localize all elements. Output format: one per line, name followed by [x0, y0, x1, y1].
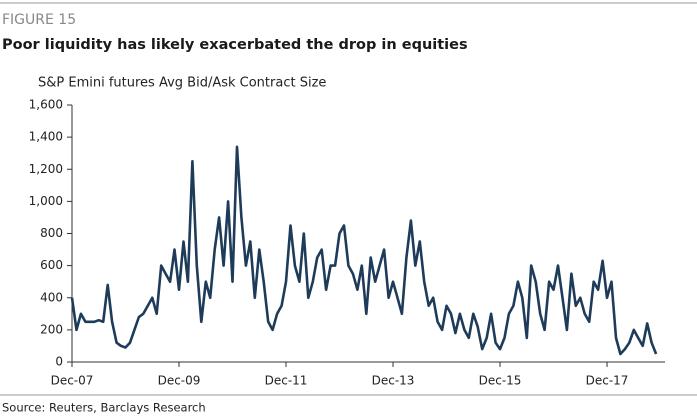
y-tick-label: 1,400 — [29, 130, 63, 144]
x-tick-label: Dec-09 — [158, 374, 201, 388]
chart-title: Poor liquidity has likely exacerbated th… — [2, 37, 468, 53]
x-tick-label: Dec-15 — [479, 374, 522, 388]
chart-subtitle: S&P Emini futures Avg Bid/Ask Contract S… — [38, 76, 326, 91]
x-tick-label: Dec-17 — [586, 374, 629, 388]
x-tick-label: Dec-13 — [372, 374, 415, 388]
y-tick-label: 600 — [40, 258, 63, 272]
x-tick-label: Dec-11 — [265, 374, 308, 388]
data-line — [70, 145, 658, 356]
y-tick-label: 400 — [40, 290, 63, 304]
y-tick-label: 1,600 — [29, 98, 63, 112]
y-tick-label: 1,200 — [29, 162, 63, 176]
source: Source: Reuters, Barclays Research — [2, 401, 206, 415]
y-tick-label: 800 — [40, 226, 63, 240]
x-tick-label: Dec-07 — [51, 374, 94, 388]
y-tick-label: 0 — [55, 355, 63, 369]
figure-label: FIGURE 15 — [2, 12, 76, 28]
y-tick-label: 200 — [40, 322, 63, 336]
y-tick-label: 1,000 — [29, 194, 63, 208]
